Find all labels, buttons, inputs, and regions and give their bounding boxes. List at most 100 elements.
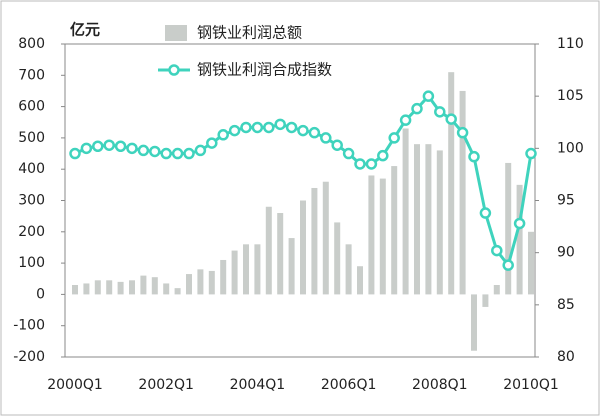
legend-swatch — [165, 25, 187, 41]
index-marker — [422, 90, 435, 102]
index-marker — [491, 244, 503, 257]
index-marker — [251, 121, 264, 134]
index-marker — [365, 158, 378, 170]
y-tick-label: 700 — [18, 67, 45, 83]
index-marker — [228, 124, 241, 137]
x-tick-label: 2010Q1 — [503, 377, 559, 393]
y-tick-label: 300 — [18, 193, 45, 209]
bar — [368, 175, 375, 295]
index-marker — [297, 124, 309, 137]
index-marker — [468, 150, 480, 163]
bar — [379, 178, 386, 295]
bar — [459, 90, 466, 295]
bar — [482, 294, 489, 307]
bar — [528, 231, 534, 295]
bar — [231, 250, 238, 295]
bar — [106, 280, 113, 295]
y-tick-label: 100 — [18, 255, 45, 271]
bar — [391, 166, 398, 295]
legend-label: 钢铁业利润合成指数 — [197, 61, 332, 79]
index-marker — [479, 207, 492, 219]
legend-swatch — [168, 64, 180, 76]
y2-tick-label: 105 — [557, 88, 584, 104]
x-tick-label: 2002Q1 — [138, 377, 194, 393]
bar — [516, 184, 523, 295]
bar — [129, 280, 135, 295]
bar — [448, 72, 455, 295]
y-tick-label: -200 — [13, 349, 45, 365]
index-marker — [274, 118, 286, 131]
y2-tick-label: 80 — [557, 349, 575, 365]
index-marker — [456, 126, 469, 139]
index-marker — [525, 147, 537, 160]
index-marker — [434, 106, 446, 118]
index-marker — [354, 158, 366, 170]
y-tick-label: 400 — [18, 161, 45, 177]
index-marker — [149, 145, 161, 158]
index-marker — [399, 114, 412, 126]
index-marker — [103, 139, 115, 151]
legend-label: 钢铁业利润总额 — [197, 24, 302, 42]
bar — [186, 274, 192, 295]
x-tick-label: 2008Q1 — [412, 377, 468, 393]
bar — [208, 270, 215, 295]
y-tick-label: 200 — [18, 224, 45, 240]
y-tick-label: 600 — [18, 99, 45, 115]
bar — [254, 244, 261, 295]
index-marker — [160, 147, 172, 160]
bar — [493, 285, 500, 295]
y-tick-label: 0 — [36, 286, 45, 302]
index-marker — [320, 132, 332, 144]
index-marker — [388, 132, 400, 144]
y2-tick-label: 95 — [557, 193, 575, 209]
bar — [471, 294, 477, 351]
index-marker — [217, 129, 229, 141]
y2-tick-label: 90 — [557, 245, 575, 261]
index-marker — [308, 126, 321, 139]
bar — [311, 187, 318, 295]
index-marker — [502, 259, 514, 271]
bar — [334, 222, 341, 295]
index-marker — [126, 142, 138, 155]
index-marker — [377, 149, 389, 162]
index-marker — [240, 121, 252, 134]
bar — [425, 144, 432, 295]
index-marker — [114, 140, 127, 152]
bar — [436, 150, 443, 295]
bar — [117, 281, 124, 295]
index-marker — [513, 217, 526, 230]
bar — [402, 128, 409, 295]
bar — [140, 275, 147, 295]
index-marker — [171, 147, 184, 160]
y2-tick-label: 100 — [557, 140, 584, 156]
bar — [94, 280, 101, 295]
bar — [174, 288, 181, 295]
bar — [151, 277, 158, 295]
bar — [277, 213, 284, 295]
bar — [265, 206, 272, 295]
index-marker — [92, 140, 104, 152]
bar — [220, 259, 227, 295]
y-tick-label: -100 — [13, 318, 45, 334]
index-marker — [80, 142, 93, 155]
y-axis-label: 亿元 — [70, 21, 100, 39]
bar — [243, 244, 249, 295]
index-marker — [206, 137, 218, 149]
y-tick-label: 800 — [18, 36, 45, 52]
index-marker — [411, 102, 423, 115]
y2-tick-label: 110 — [557, 36, 584, 52]
index-marker — [183, 147, 195, 160]
index-marker — [285, 121, 298, 134]
bar — [345, 244, 352, 295]
y-tick-label: 500 — [18, 130, 45, 146]
x-tick-label: 2000Q1 — [47, 377, 103, 393]
index-marker — [69, 147, 81, 160]
bar — [322, 181, 329, 295]
index-marker — [445, 113, 457, 125]
index-marker — [331, 139, 343, 151]
index-marker — [263, 121, 275, 134]
bar — [357, 266, 363, 295]
bar — [288, 238, 295, 295]
bar — [414, 144, 420, 295]
